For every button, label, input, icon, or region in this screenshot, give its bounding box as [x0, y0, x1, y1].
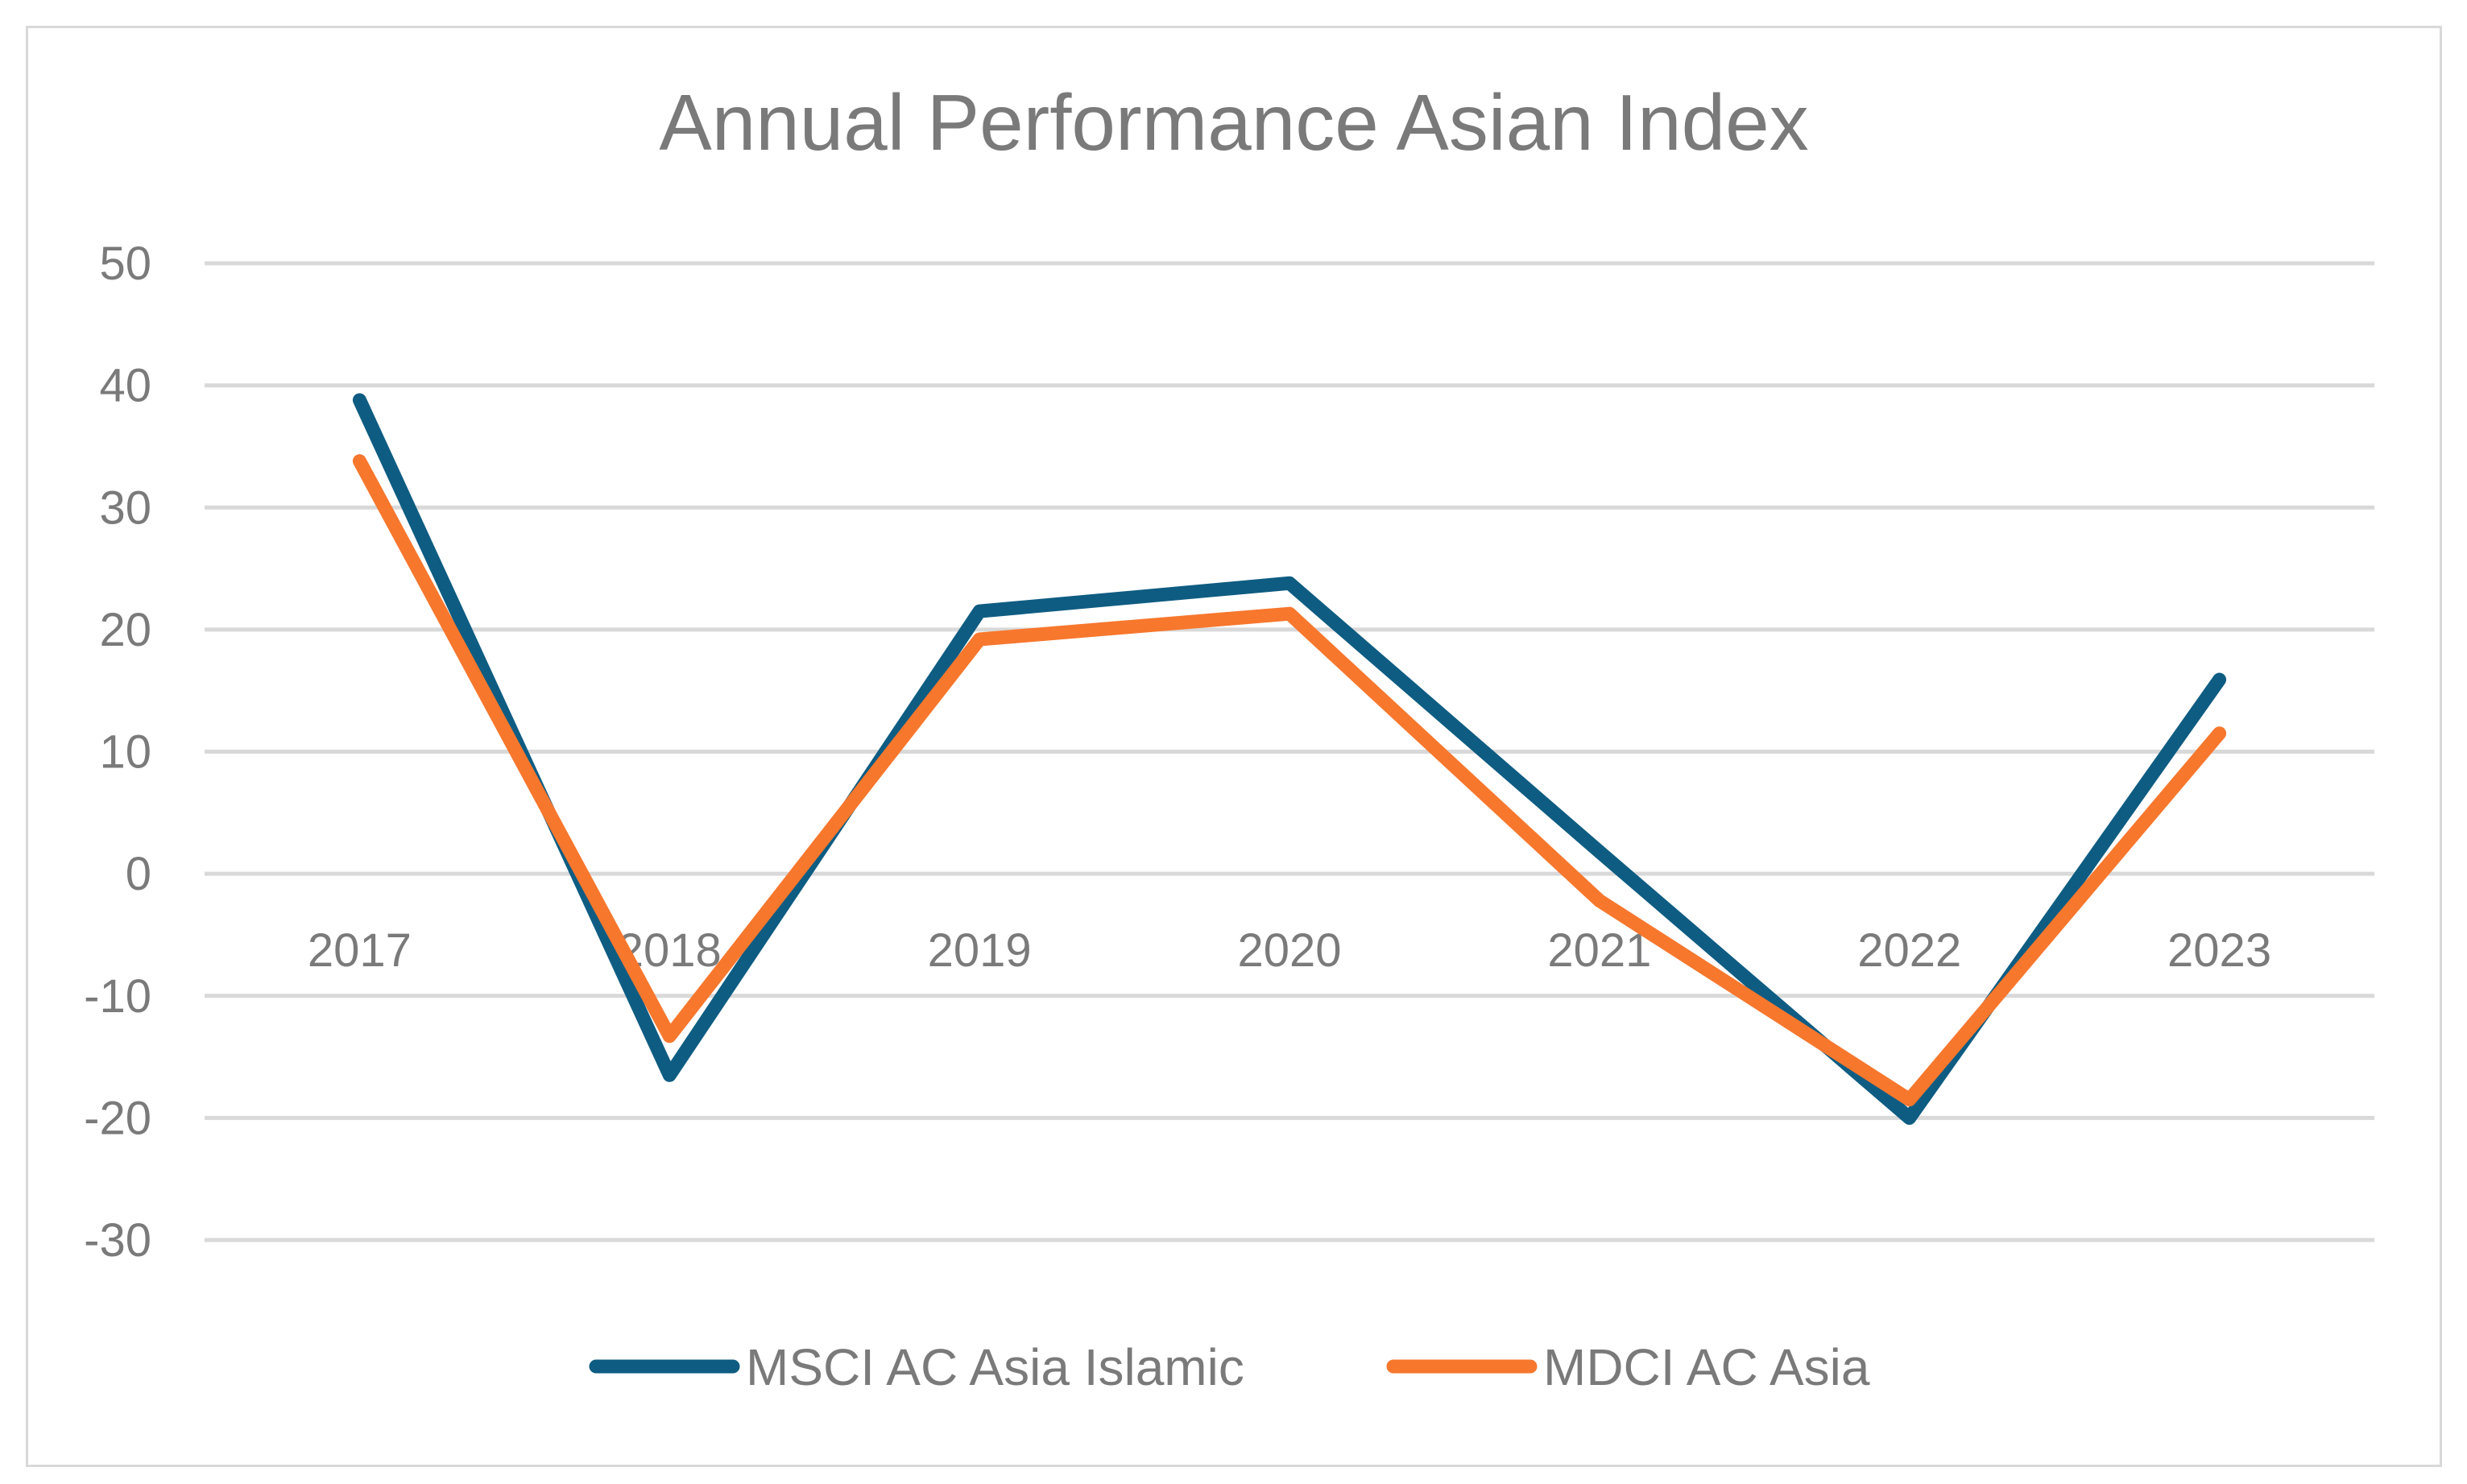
y-tick-label: -10 [84, 970, 151, 1023]
x-category-label: 2023 [2167, 924, 2271, 977]
y-tick-label: 0 [126, 848, 151, 900]
chart-frame [26, 26, 2442, 1467]
legend-label: MSCI AC Asia Islamic [746, 1338, 1244, 1396]
chart-title: Annual Performance Asian Index [659, 78, 1808, 167]
x-category-label: 2020 [1237, 924, 1341, 977]
y-tick-label: 30 [99, 482, 151, 534]
legend-label: MDCI AC Asia [1543, 1338, 1870, 1396]
x-category-label: 2019 [928, 924, 1032, 977]
y-tick-label: -20 [84, 1092, 151, 1144]
x-category-label: 2022 [1857, 924, 1961, 977]
y-tick-label: 20 [99, 604, 151, 656]
x-category-label: 2021 [1547, 924, 1651, 977]
series-lines [352, 393, 2227, 1125]
y-tick-label: -30 [84, 1214, 151, 1267]
x-category-label: 2017 [308, 924, 412, 977]
y-tick-label: 50 [99, 238, 151, 290]
y-tick-label: 40 [99, 360, 151, 412]
y-tick-label: 10 [99, 726, 151, 779]
y-axis-tick-labels: 50 40 30 20 10 0 -10 -20 -30 [84, 238, 151, 1267]
gridlines [205, 261, 2374, 1242]
x-axis-category-labels: 2017 2018 2019 2020 2021 2022 2023 [308, 924, 2271, 977]
legend: MSCI AC Asia Islamic MDCI AC Asia [589, 1338, 1870, 1396]
